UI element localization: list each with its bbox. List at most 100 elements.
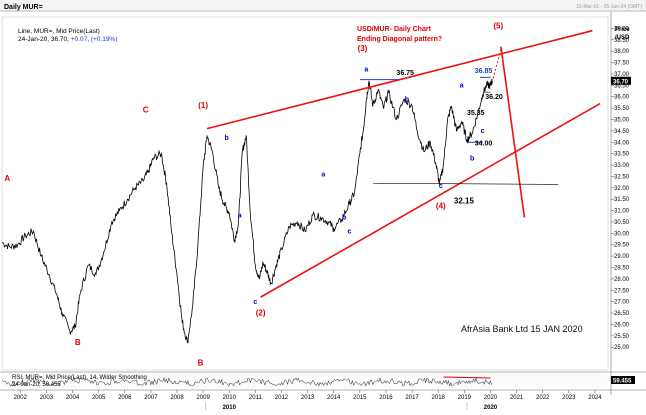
rsi-axis-value: 59.455	[613, 379, 632, 385]
wave-label: b	[342, 215, 346, 222]
year-tick-label: 2009	[196, 395, 210, 401]
year-tick-label: 2021	[510, 395, 524, 401]
wave-label: (5)	[493, 21, 503, 30]
price-tick-label: 30.50	[614, 220, 630, 226]
price-annotation: 36.75	[396, 70, 414, 77]
year-tick-label: 2023	[562, 395, 576, 401]
price-series-line	[1, 78, 493, 344]
watermark-text: AfrAsia Bank Ltd 15 JAN 2020	[461, 324, 583, 334]
upper-channel-line	[206, 29, 593, 130]
annotation-title-line: USD/MUR- Daily Chart	[357, 26, 432, 33]
year-tick-label: 2014	[327, 395, 341, 401]
wave-label: A	[4, 174, 10, 183]
year-tick-label: 2018	[432, 395, 446, 401]
wave-label: (1)	[198, 101, 208, 110]
year-tick-label: 2015	[353, 395, 367, 401]
support-line-32-15	[372, 182, 559, 185]
wave-label: (4)	[436, 201, 446, 210]
rsi-divergence-line	[443, 376, 491, 379]
wave-label: c	[253, 299, 257, 306]
year-tick-label: 2017	[405, 395, 419, 401]
price-tick-label: 26.50	[614, 311, 630, 317]
price-tick-label: 34.00	[614, 140, 630, 146]
price-tick-label: 27.00	[614, 300, 630, 306]
rsi-series-line	[1, 376, 492, 387]
price-tick-label: 27.50	[614, 288, 630, 294]
price-annotation: 32.15	[454, 197, 475, 206]
plot-frame	[1, 16, 609, 371]
date-range-timestamp: 15-Mar-01 - 26-Jun-24 (GMT)	[576, 4, 642, 10]
price-tick-label: 36.50	[614, 83, 630, 89]
price-tick-label: 33.50	[614, 152, 630, 158]
price-annotation: 36.20	[485, 94, 503, 101]
wave-label: a	[321, 171, 325, 178]
price-tick-label: 39.00	[614, 26, 630, 32]
year-tick-label: 2024	[588, 395, 602, 401]
price-tick-label: 35.50	[614, 106, 630, 112]
wave-label: b	[470, 155, 474, 162]
wave-label: c	[481, 128, 485, 135]
price-tick-label: 32.00	[614, 186, 630, 192]
wave-label: b	[224, 135, 228, 142]
price-tick-label: 31.00	[614, 209, 630, 215]
chart-title: Daily MUR=	[4, 4, 43, 11]
rsi-legend-label: RSI, MUR=, Mid Price(Last), 14, Wilder S…	[12, 375, 147, 381]
rsi-legend-values: 24-Jan-20, 59.455	[12, 382, 61, 388]
wave-label: B	[198, 358, 204, 367]
year-tick-label: 2003	[40, 395, 54, 401]
decade-label: 2010	[223, 405, 237, 411]
price-tick-label: 30.00	[614, 231, 630, 237]
price-tick-label: 37.00	[614, 72, 630, 78]
year-tick-label: 2016	[379, 395, 393, 401]
wave-label: a	[238, 212, 242, 219]
wave-label: a	[460, 83, 464, 90]
series-legend-values: 24-Jan-20, 36.70, +0.07, (+0.19%)	[18, 36, 117, 43]
year-tick-label: 2013	[301, 395, 315, 401]
wave-label: (3)	[358, 44, 368, 53]
year-tick-label: 2019	[458, 395, 472, 401]
wave-label: b	[405, 96, 409, 103]
wave-label: c	[347, 228, 351, 235]
price-tick-label: 28.00	[614, 277, 630, 283]
year-tick-label: 2007	[144, 395, 158, 401]
year-tick-label: 2008	[170, 395, 184, 401]
wave-label: C	[143, 106, 149, 115]
projected-decline-line	[500, 46, 526, 218]
year-tick-label: 2011	[249, 395, 263, 401]
title-bar	[0, 0, 646, 11]
year-tick-label: 2004	[66, 395, 80, 401]
price-annotation: 36.85	[475, 68, 493, 75]
year-tick-label: 2010	[223, 395, 237, 401]
year-tick-label: 2002	[14, 395, 28, 401]
projected-wave5-dashed	[492, 48, 502, 79]
price-tick-label: 26.00	[614, 322, 630, 328]
price-tick-label: 34.50	[614, 129, 630, 135]
price-tick-label: 25.00	[614, 345, 630, 351]
current-price-box	[611, 76, 631, 85]
rsi-value-box	[611, 376, 635, 384]
year-tick-label: 2022	[536, 395, 550, 401]
annotation-title-line: Ending Diagonal pattern?	[357, 36, 442, 43]
year-tick-label: 2005	[92, 395, 106, 401]
price-tick-label: 29.00	[614, 254, 630, 260]
price-annotation: 35.35	[467, 110, 485, 117]
wave-label: c	[439, 183, 443, 190]
price-tick-label: 29.50	[614, 243, 630, 249]
wave-label: a	[364, 67, 368, 74]
price-tick-label: 36.00	[614, 95, 630, 101]
wave-label: (2)	[256, 308, 266, 317]
price-tick-label: 38.50	[614, 38, 630, 44]
current-price-value: 36.70	[613, 79, 629, 85]
price-tick-label: 33.00	[614, 163, 630, 169]
price-tick-label: 28.50	[614, 266, 630, 272]
lower-channel-line	[260, 102, 601, 298]
price-annotation: 34.00	[475, 141, 493, 148]
price-tick-label: 25.50	[614, 334, 630, 340]
price-axis-unit: /USD	[615, 35, 630, 41]
price-tick-label: 32.50	[614, 174, 630, 180]
price-tick-label: 38.00	[614, 49, 630, 55]
series-legend-label: Line, MUR=, Mid Price(Last)	[18, 28, 100, 35]
year-tick-label: 2006	[118, 395, 132, 401]
price-axis-label: Price	[615, 27, 630, 33]
